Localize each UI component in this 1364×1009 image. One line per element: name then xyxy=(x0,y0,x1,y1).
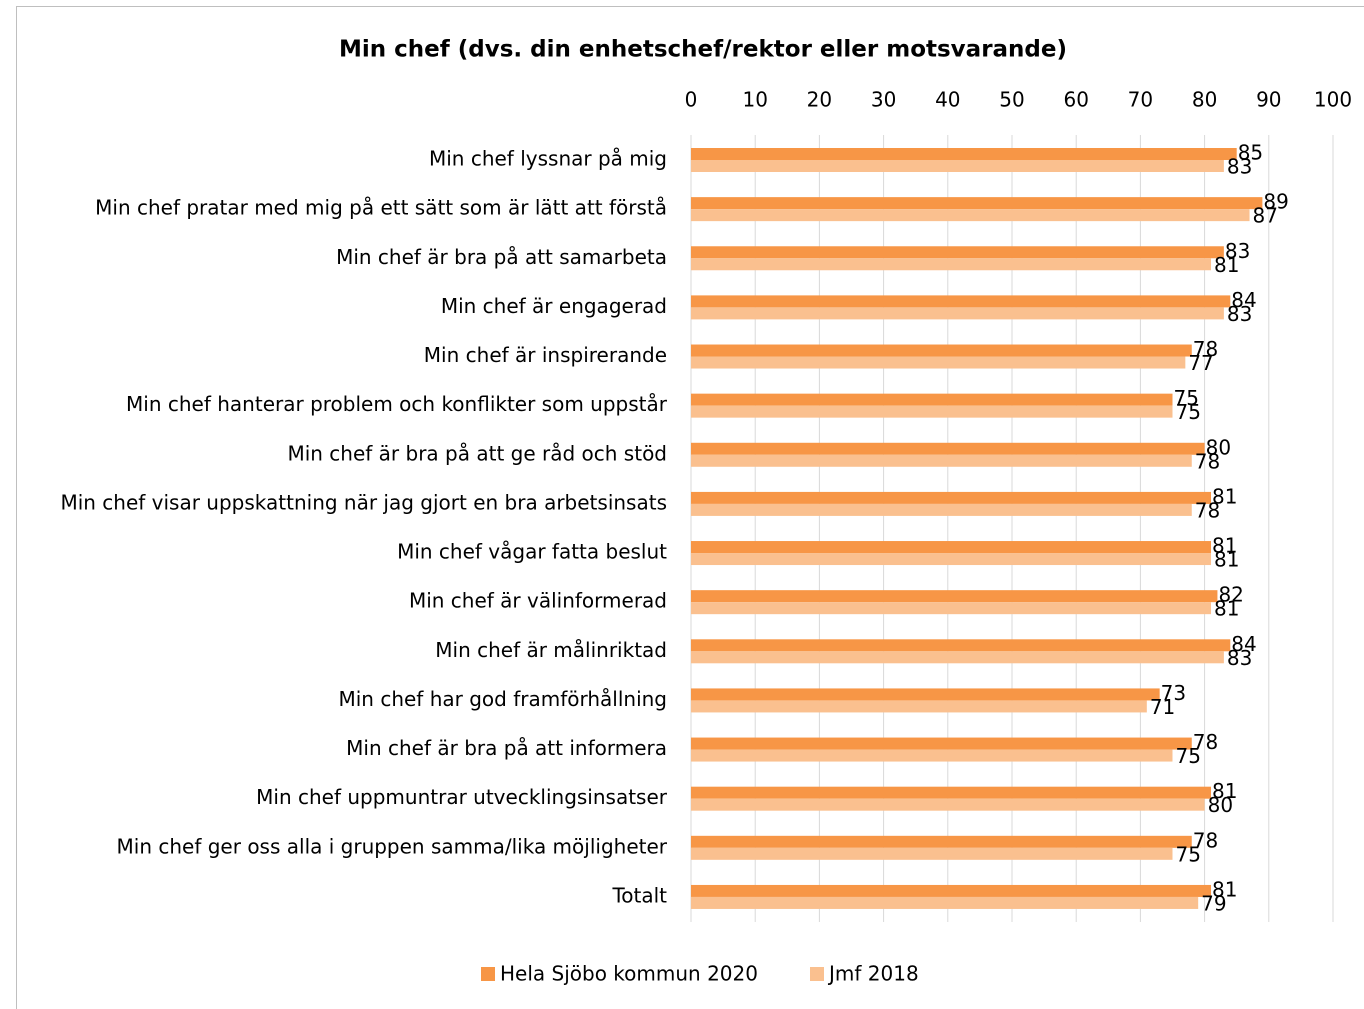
y-tick-label: Min chef vågar fatta beslut xyxy=(397,540,667,564)
bar xyxy=(691,896,1199,909)
x-tick-label: 30 xyxy=(871,88,896,112)
data-label: 87 xyxy=(1253,204,1278,228)
bar xyxy=(691,209,1250,222)
bar xyxy=(691,602,1212,615)
bar xyxy=(691,405,1173,418)
data-label: 89 xyxy=(1263,190,1288,214)
data-label: 78 xyxy=(1193,337,1218,361)
y-tick-label: Totalt xyxy=(611,883,667,907)
data-label: 71 xyxy=(1150,695,1175,719)
bar xyxy=(691,590,1218,603)
chart-title: Min chef (dvs. din enhetschef/rektor ell… xyxy=(339,37,1067,63)
data-label: 81 xyxy=(1212,484,1237,508)
data-label: 78 xyxy=(1195,498,1220,522)
data-label: 80 xyxy=(1206,435,1231,459)
x-tick-label: 70 xyxy=(1128,88,1153,112)
data-label: 81 xyxy=(1212,779,1237,803)
bar xyxy=(691,651,1224,664)
x-tick-label: 80 xyxy=(1192,88,1217,112)
y-tick-label: Min chef är inspirerande xyxy=(424,343,667,367)
bar xyxy=(691,442,1205,455)
bar xyxy=(691,148,1237,160)
y-tick-label: Min chef visar uppskattning när jag gjor… xyxy=(60,490,667,514)
data-label: 81 xyxy=(1214,597,1239,621)
data-label: 83 xyxy=(1225,239,1250,263)
data-label: 81 xyxy=(1212,877,1237,901)
data-label: 75 xyxy=(1174,386,1199,410)
data-label: 75 xyxy=(1176,400,1201,424)
bar xyxy=(691,246,1224,259)
y-tick-label: Min chef lyssnar på mig xyxy=(429,147,667,171)
data-label: 81 xyxy=(1214,253,1239,277)
data-label: 78 xyxy=(1195,449,1220,473)
bar xyxy=(691,835,1192,848)
bar xyxy=(691,700,1147,713)
bar xyxy=(691,258,1212,271)
y-tick-label: Min chef ger oss alla i gruppen samma/li… xyxy=(117,834,668,858)
data-label: 75 xyxy=(1176,744,1201,768)
data-label: 79 xyxy=(1201,891,1226,915)
data-label: 83 xyxy=(1227,646,1252,670)
data-label: 77 xyxy=(1188,351,1213,375)
chart-border xyxy=(16,6,1364,1009)
x-tick-label: 60 xyxy=(1063,88,1088,112)
bar xyxy=(691,884,1212,897)
bar xyxy=(691,307,1224,320)
y-tick-label: Min chef pratar med mig på ett sätt som … xyxy=(95,196,667,220)
bar xyxy=(691,786,1212,799)
data-label: 84 xyxy=(1231,288,1256,312)
y-tick-label: Min chef hanterar problem och konflikter… xyxy=(126,392,668,416)
bar xyxy=(691,798,1205,811)
data-label: 73 xyxy=(1161,681,1186,705)
bar xyxy=(691,541,1212,554)
bar xyxy=(691,344,1192,357)
x-tick-label: 0 xyxy=(685,88,698,112)
bar xyxy=(691,553,1212,566)
bar xyxy=(691,356,1186,369)
y-tick-label: Min chef är bra på att informera xyxy=(346,736,667,760)
y-tick-label: Min chef är målinriktad xyxy=(435,638,667,662)
legend-label: Jmf 2018 xyxy=(827,962,919,986)
bar xyxy=(691,847,1173,860)
x-tick-label: 50 xyxy=(999,88,1024,112)
data-label: 83 xyxy=(1227,155,1252,179)
data-label: 81 xyxy=(1212,534,1237,558)
bar xyxy=(691,295,1231,308)
bar xyxy=(691,688,1160,701)
bar xyxy=(691,503,1192,516)
data-label: 80 xyxy=(1208,793,1233,817)
y-tick-label: Min chef är engagerad xyxy=(441,294,667,318)
x-tick-label: 20 xyxy=(807,88,832,112)
x-tick-label: 100 xyxy=(1314,88,1352,112)
x-tick-label: 10 xyxy=(742,88,767,112)
data-label: 78 xyxy=(1193,828,1218,852)
bar xyxy=(691,160,1224,172)
data-label: 84 xyxy=(1231,632,1256,656)
data-label: 75 xyxy=(1176,842,1201,866)
bar xyxy=(691,454,1192,467)
bar xyxy=(691,393,1173,406)
bar xyxy=(691,491,1212,504)
legend-label: Hela Sjöbo kommun 2020 xyxy=(500,962,758,986)
y-tick-label: Min chef har god framförhållning xyxy=(338,687,667,711)
y-tick-label: Min chef är bra på att ge råd och stöd xyxy=(287,441,667,465)
data-label: 78 xyxy=(1193,730,1218,754)
x-tick-label: 40 xyxy=(935,88,960,112)
legend-swatch xyxy=(810,967,824,981)
bar xyxy=(691,737,1192,750)
legend-swatch xyxy=(481,967,495,981)
bar xyxy=(691,749,1173,762)
bar xyxy=(691,197,1263,210)
data-label: 82 xyxy=(1218,583,1243,607)
y-tick-label: Min chef är bra på att samarbeta xyxy=(336,245,667,269)
data-label: 83 xyxy=(1227,302,1252,326)
data-label: 81 xyxy=(1214,548,1239,572)
data-label: 85 xyxy=(1238,141,1263,165)
y-tick-label: Min chef uppmuntrar utvecklingsinsatser xyxy=(256,785,668,809)
bar xyxy=(691,639,1231,652)
y-tick-label: Min chef är välinformerad xyxy=(409,589,667,613)
x-tick-label: 90 xyxy=(1256,88,1281,112)
